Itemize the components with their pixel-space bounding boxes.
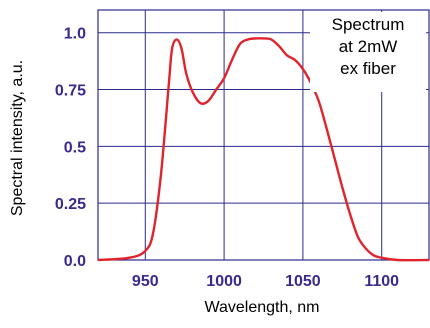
y-tick-label: 1.0 xyxy=(64,26,86,43)
x-tick-label: 950 xyxy=(132,273,159,290)
x-tick-label: 1000 xyxy=(206,273,242,290)
x-axis-label: Wavelength, nm xyxy=(204,299,319,316)
y-tick-labels: 0.0 0.25 0.5 0.75 1.0 xyxy=(55,26,86,270)
x-tick-labels: 950 1000 1050 1100 xyxy=(132,273,399,290)
y-axis-label: Spectral intensity, a.u. xyxy=(9,60,26,216)
y-tick-label: 0.75 xyxy=(55,83,86,100)
y-tick-label: 0.0 xyxy=(64,253,86,270)
annotation-line-3: ex fiber xyxy=(340,59,396,78)
spectrum-line xyxy=(97,37,430,262)
plot-frame xyxy=(97,9,430,261)
y-tick-label: 0.5 xyxy=(64,139,86,156)
annotation-line-2: at 2mW xyxy=(339,37,398,56)
annotation-line-1: Spectrum xyxy=(332,15,405,34)
annotation-background xyxy=(310,12,426,92)
x-tick-label: 1100 xyxy=(364,273,399,290)
x-tick-label: 1050 xyxy=(285,273,321,290)
y-tick-label: 0.25 xyxy=(55,196,86,213)
